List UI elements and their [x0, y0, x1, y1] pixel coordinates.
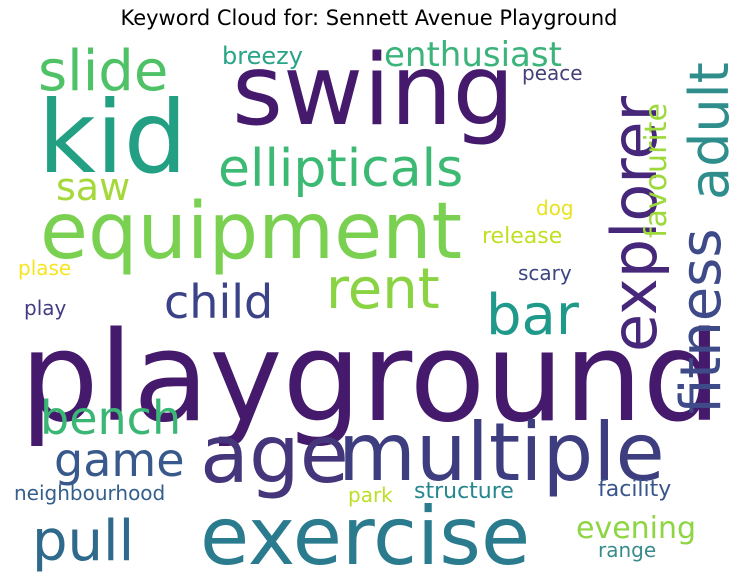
- word-neighbourhood: neighbourhood: [14, 481, 165, 505]
- word-dog: dog: [536, 196, 574, 220]
- word-fitness: fitness: [669, 228, 734, 414]
- word-facility: facility: [598, 477, 671, 502]
- word-playground: playground: [20, 306, 721, 450]
- word-pull: pull: [32, 509, 134, 574]
- word-child: child: [164, 275, 273, 329]
- page-title: Keyword Cloud for: Sennett Avenue Playgr…: [120, 6, 618, 30]
- word-enthusiast: enthusiast: [384, 35, 562, 75]
- word-peace: peace: [522, 61, 583, 85]
- word-release: release: [482, 224, 562, 249]
- word-swing: swing: [232, 34, 515, 148]
- word-exercise: exercise: [200, 490, 530, 583]
- word-structure: structure: [414, 479, 514, 504]
- word-bench: bench: [40, 391, 181, 445]
- word-ellipticals: ellipticals: [218, 139, 463, 199]
- word-age: age: [200, 408, 349, 501]
- word-multiple: multiple: [338, 406, 665, 499]
- word-saw: saw: [56, 165, 130, 209]
- word-game: game: [54, 433, 185, 487]
- word-favourite: favourite: [639, 103, 674, 238]
- word-park: park: [348, 483, 393, 507]
- word-kid: kid: [38, 79, 187, 196]
- word-equipment: equipment: [40, 187, 462, 277]
- word-rent: rent: [326, 257, 440, 322]
- word-adult: adult: [678, 62, 738, 200]
- word-evening: evening: [576, 511, 696, 546]
- word-play: play: [24, 296, 67, 320]
- word-breezy: breezy: [222, 42, 303, 70]
- word-explorer: explorer: [598, 95, 671, 352]
- word-slide: slide: [38, 39, 168, 104]
- word-plase: plase: [18, 256, 71, 280]
- word-scary: scary: [518, 261, 572, 285]
- word-bar: bar: [486, 283, 580, 348]
- word-range: range: [598, 538, 656, 562]
